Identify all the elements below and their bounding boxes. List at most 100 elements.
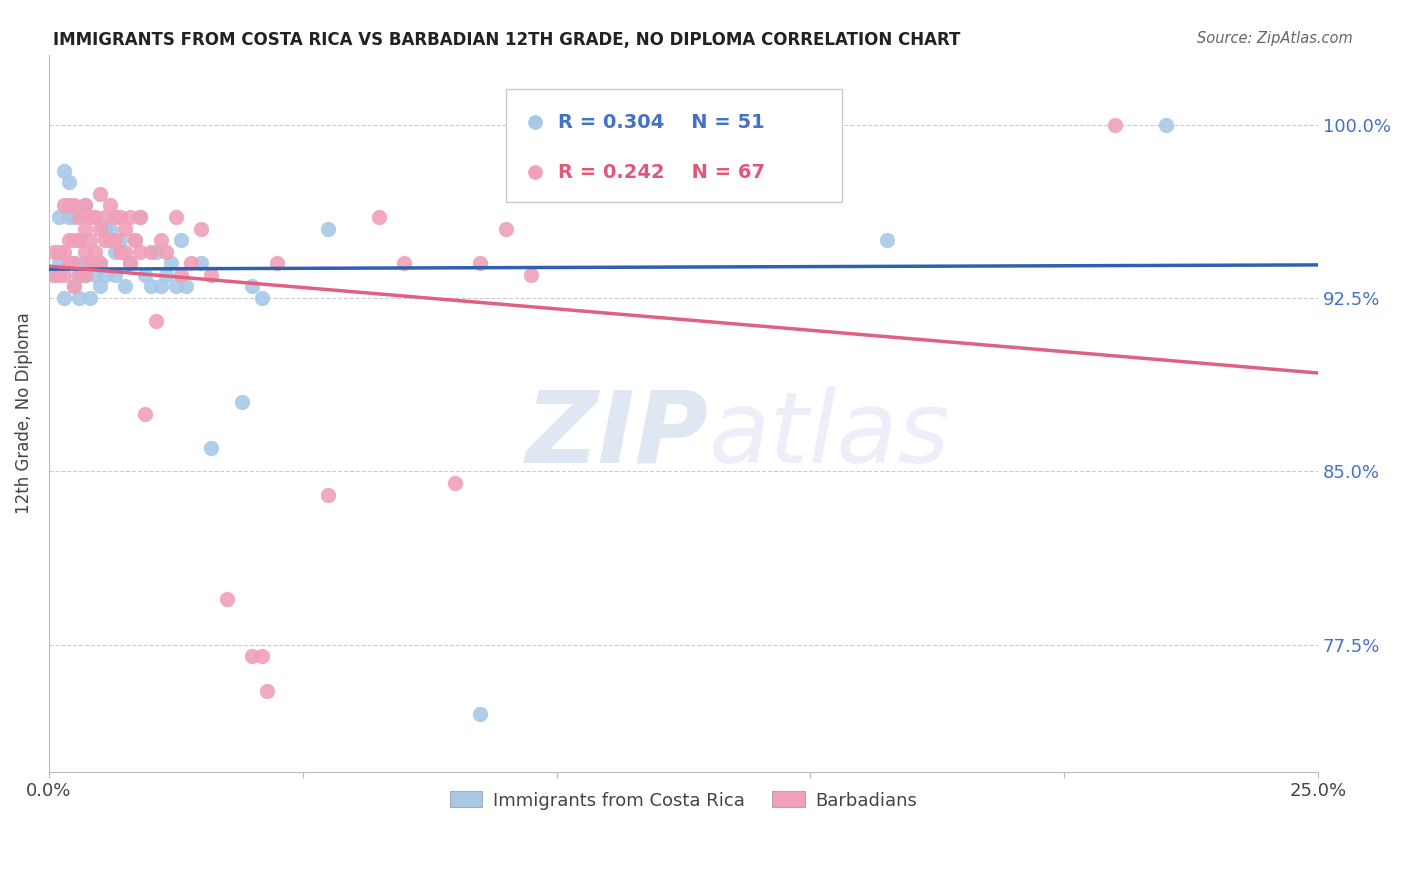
Point [165,210,187,224]
Text: Source: ZipAtlas.com: Source: ZipAtlas.com [1197,31,1353,46]
Point [170,233,193,247]
Point [83,268,105,282]
Point [876,233,898,247]
Y-axis label: 12th Grade, No Diploma: 12th Grade, No Diploma [15,313,32,515]
Point [134,268,156,282]
Point [180,256,202,270]
Point [149,279,172,293]
Point [98,221,121,235]
Point [53,163,76,178]
Point [104,268,127,282]
Point [170,268,193,282]
Text: R = 0.242    N = 67: R = 0.242 N = 67 [558,162,765,181]
Point [67,233,90,247]
Legend: Immigrants from Costa Rica, Barbadians: Immigrants from Costa Rica, Barbadians [443,784,925,817]
Point [63,198,86,212]
Point [104,233,127,247]
Point [200,442,222,456]
Point [98,233,121,247]
Point [63,279,86,293]
Text: atlas: atlas [709,386,950,483]
Point [94,210,117,224]
Point [79,291,101,305]
Point [200,268,222,282]
Point [67,210,90,224]
Point [42,268,65,282]
Point [83,210,105,224]
Point [231,395,253,409]
Point [139,244,162,259]
Point [89,186,111,201]
Point [89,221,111,235]
Point [316,221,339,235]
Point [79,210,101,224]
Point [58,233,80,247]
Point [114,279,136,293]
Point [250,649,273,664]
Point [495,221,517,235]
Text: R = 0.304    N = 51: R = 0.304 N = 51 [558,112,765,132]
Point [368,210,391,224]
Point [58,175,80,189]
Point [159,256,181,270]
FancyBboxPatch shape [506,89,842,202]
Point [250,291,273,305]
Point [48,256,70,270]
Point [98,198,121,212]
Point [63,256,86,270]
Point [124,233,146,247]
Point [73,268,96,282]
Point [94,221,117,235]
Point [394,256,416,270]
Point [145,314,167,328]
Text: IMMIGRANTS FROM COSTA RICA VS BARBADIAN 12TH GRADE, NO DIPLOMA CORRELATION CHART: IMMIGRANTS FROM COSTA RICA VS BARBADIAN … [53,31,960,49]
Text: ZIP: ZIP [526,386,709,483]
Point [42,268,65,282]
Point [48,210,70,224]
Point [79,233,101,247]
Point [53,268,76,282]
Point [89,256,111,270]
Point [53,291,76,305]
Point [108,210,131,224]
Point [67,291,90,305]
Point [58,198,80,212]
Point [165,279,187,293]
Point [316,487,339,501]
Point [114,221,136,235]
Point [79,256,101,270]
Point [73,268,96,282]
Point [104,244,127,259]
Point [48,268,70,282]
Point [266,256,288,270]
Point [155,268,177,282]
Point [63,256,86,270]
Point [129,210,152,224]
Point [73,198,96,212]
Point [94,233,117,247]
Point [470,707,492,722]
Point [145,244,167,259]
Point [58,210,80,224]
Point [240,279,263,293]
Point [83,210,105,224]
Point [174,279,197,293]
Point [114,244,136,259]
Point [108,233,131,247]
Point [1154,118,1177,132]
Point [256,684,278,698]
Point [42,244,65,259]
Point [73,221,96,235]
Point [470,256,492,270]
Point [79,256,101,270]
Point [124,233,146,247]
Point [444,475,467,490]
Point [155,244,177,259]
Point [134,407,156,421]
Point [53,244,76,259]
Point [240,649,263,664]
Point [697,186,720,201]
Point [129,244,152,259]
Point [120,210,142,224]
Point [58,256,80,270]
